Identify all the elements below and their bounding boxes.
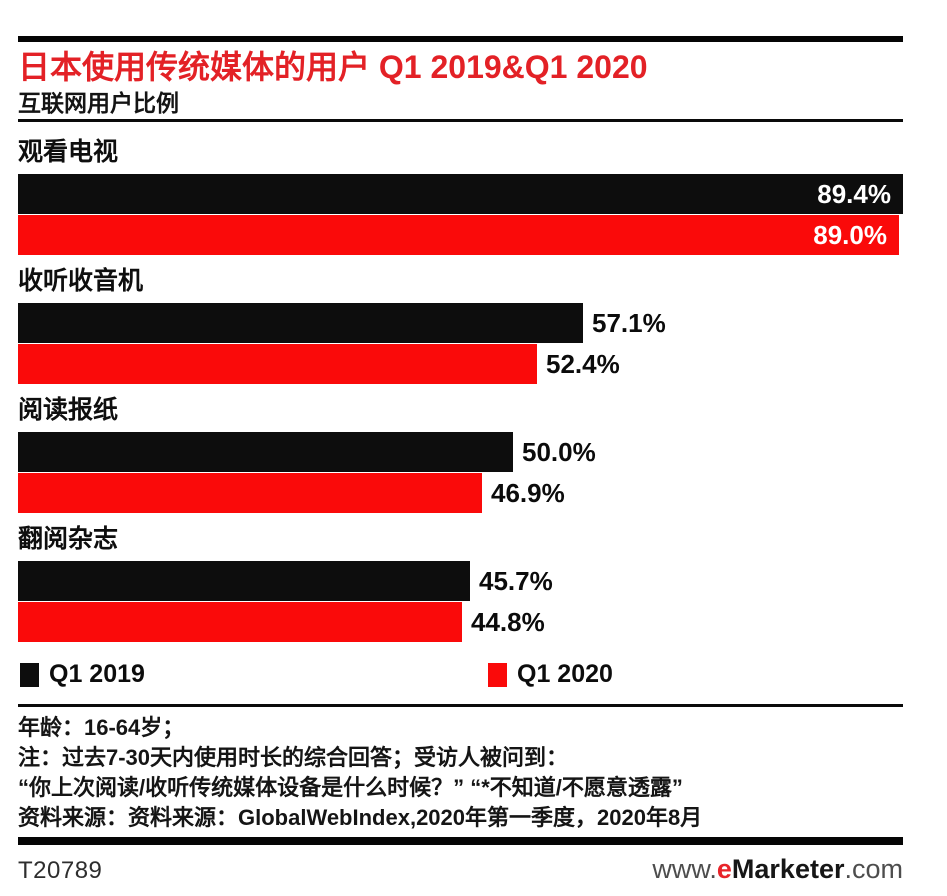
emarketer-logo: www.eMarketer.com [652,854,903,885]
bar-q1-2019: 89.4% [18,174,903,214]
legend-label: Q1 2020 [517,660,613,688]
bar-q1-2019 [18,432,513,472]
chart-group: 翻阅杂志 45.7% 44.8% [18,525,903,642]
value-label: 50.0% [522,436,596,467]
value-label: 46.9% [491,477,565,508]
legend-swatch-q1-2019 [20,662,39,687]
logo-www: www. [652,854,717,884]
value-label: 44.8% [471,606,545,637]
content: 日本使用传统媒体的用户 Q1 2019&Q1 2020 互联网用户比例 观看电视… [18,36,903,885]
logo-e: e [716,854,732,884]
bar-row: 89.0% [18,215,903,255]
bar-q1-2020 [18,344,537,384]
bar-q1-2020: 89.0% [18,215,899,255]
bar-row: 46.9% [18,473,903,513]
bar-row: 57.1% [18,303,903,343]
chart-id: T20789 [18,857,103,884]
bar-q1-2020 [18,473,482,513]
legend-item-q1-2019: Q1 2019 [20,660,145,689]
bar-row: 50.0% [18,432,903,472]
legend-item-q1-2020: Q1 2020 [488,660,613,689]
footnote-source: 资料来源：资料来源：GlobalWebIndex,2020年第一季度，2020年… [18,805,703,830]
legend-label: Q1 2019 [49,660,145,688]
footer: T20789 www.eMarketer.com [18,854,903,885]
bar-chart: 观看电视 89.4% 89.0% 收听收音机 57.1% 52.4% 阅读报纸 50.0% 46… [18,138,903,642]
chart-title: 日本使用传统媒体的用户 Q1 2019&Q1 2020 [18,49,648,85]
value-label: 89.4% [817,178,891,209]
chart-group: 收听收音机 57.1% 52.4% [18,267,903,384]
footnotes: 年龄：16-64岁； 注：过去7-30天内使用时长的综合回答；受访人被问到： “… [18,707,903,833]
footnote-age: 年龄：16-64岁； [18,715,185,740]
bar-row: 89.4% [18,174,903,214]
value-label: 57.1% [592,307,666,338]
header-divider [18,119,903,122]
category-label: 阅读报纸 [18,396,119,424]
legend: Q1 2019 Q1 2020 [18,660,903,688]
page: 日本使用传统媒体的用户 Q1 2019&Q1 2020 互联网用户比例 观看电视… [0,36,947,896]
bar-q1-2020 [18,602,462,642]
bottom-divider [18,837,903,845]
footnote-note: 注：过去7-30天内使用时长的综合回答；受访人被问到： [18,745,569,770]
category-label: 观看电视 [18,138,119,166]
footnote-divider [18,704,903,707]
footnote-question: “你上次阅读/收听传统媒体设备是什么时候？” “*不知道/不愿意透露” [18,775,683,800]
bar-q1-2019 [18,303,583,343]
bar-row: 52.4% [18,344,903,384]
logo-com: .com [844,854,903,884]
legend-swatch-q1-2020 [488,662,507,687]
logo-marketer: Marketer [731,854,845,884]
value-label: 52.4% [546,348,620,379]
chart-group: 阅读报纸 50.0% 46.9% [18,396,903,513]
value-label: 45.7% [479,565,553,596]
bar-row: 44.8% [18,602,903,642]
value-label: 89.0% [813,219,887,250]
bar-q1-2019 [18,561,470,601]
chart-subtitle: 互联网用户比例 [18,90,179,116]
category-label: 收听收音机 [18,267,144,295]
top-divider [18,36,903,42]
bar-row: 45.7% [18,561,903,601]
chart-group: 观看电视 89.4% 89.0% [18,138,903,255]
category-label: 翻阅杂志 [18,525,119,553]
